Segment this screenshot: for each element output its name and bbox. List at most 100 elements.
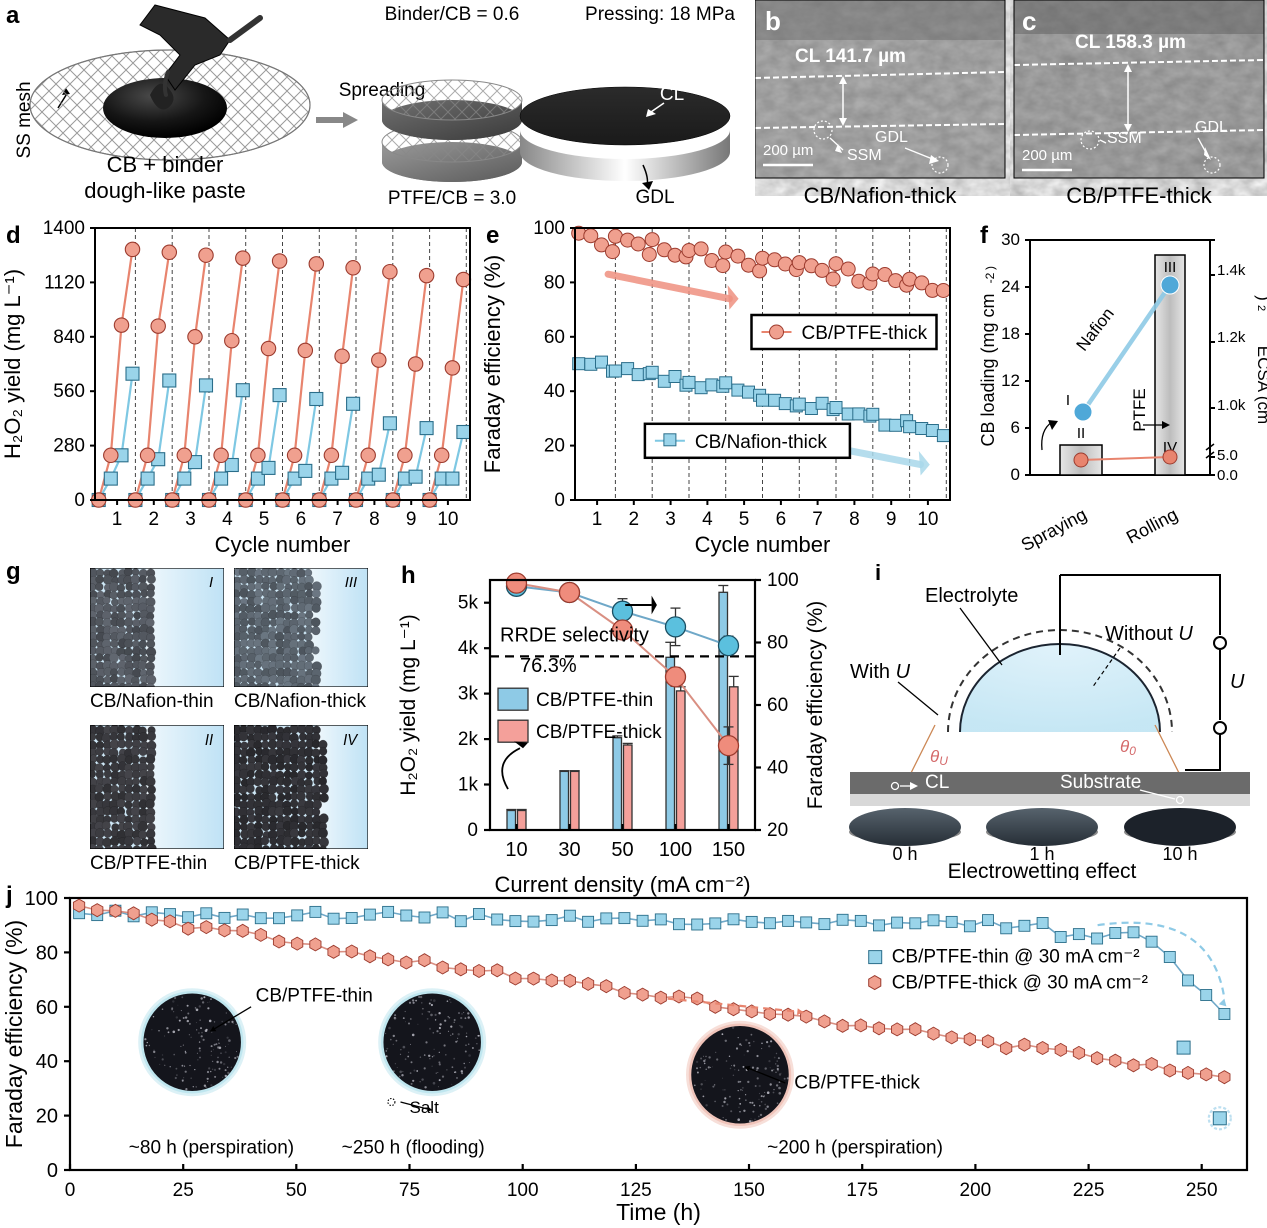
svg-text:280: 280 [53, 436, 85, 457]
svg-text:-2: -2 [983, 272, 997, 283]
svg-text:1400: 1400 [43, 220, 85, 239]
svg-text:1k: 1k [458, 775, 479, 796]
svg-text:IV: IV [343, 731, 359, 748]
svg-text:H₂O₂ yield (mg L⁻¹): H₂O₂ yield (mg L⁻¹) [0, 269, 25, 459]
svg-text:200: 200 [960, 1180, 992, 1201]
svg-text:6: 6 [776, 509, 787, 530]
svg-text:c: c [1022, 6, 1036, 36]
svg-text:10: 10 [917, 509, 938, 530]
svg-text:Salt: Salt [410, 1098, 440, 1117]
svg-text:0: 0 [467, 820, 478, 841]
svg-text:CB/PTFE-thick: CB/PTFE-thick [1066, 183, 1212, 208]
svg-text:Electrowetting effect: Electrowetting effect [948, 860, 1137, 880]
svg-text:5: 5 [259, 509, 270, 530]
svg-text:CB/PTFE-thin: CB/PTFE-thin [536, 690, 653, 711]
svg-text:100: 100 [25, 888, 58, 910]
svg-text:I: I [209, 574, 213, 591]
svg-text:4k: 4k [458, 638, 479, 659]
svg-text:7: 7 [812, 509, 823, 530]
svg-text:5k: 5k [458, 593, 479, 614]
svg-text:1: 1 [112, 509, 123, 530]
svg-text:76.3%: 76.3% [520, 655, 577, 677]
svg-text:50: 50 [286, 1180, 307, 1201]
svg-text:0.0: 0.0 [1217, 467, 1238, 484]
svg-text:1.4k: 1.4k [1217, 262, 1246, 279]
svg-text:): ) [1254, 295, 1267, 301]
svg-text:2: 2 [629, 509, 640, 530]
svg-text:1.0k: 1.0k [1217, 397, 1246, 414]
svg-text:30: 30 [558, 839, 580, 861]
svg-text:CL: CL [925, 772, 949, 793]
svg-text:SSM: SSM [847, 147, 882, 164]
svg-text:With U: With U [850, 661, 911, 683]
svg-text:Faraday efficiency (%): Faraday efficiency (%) [1, 920, 27, 1148]
svg-text:GDL: GDL [875, 129, 908, 146]
svg-text:0: 0 [65, 1180, 76, 1201]
svg-text:10 h: 10 h [1162, 844, 1197, 864]
svg-text:Cycle number: Cycle number [695, 532, 831, 557]
svg-text:3k: 3k [458, 684, 479, 705]
svg-text:5.0: 5.0 [1217, 447, 1238, 464]
svg-text:5: 5 [739, 509, 750, 530]
svg-text:CB/Nafion-thick: CB/Nafion-thick [695, 432, 827, 453]
svg-text:2k: 2k [458, 729, 479, 750]
svg-text:1120: 1120 [44, 272, 85, 293]
svg-text:0: 0 [74, 490, 85, 511]
svg-text:PTFE/CB = 3.0: PTFE/CB = 3.0 [388, 188, 516, 209]
svg-text:II: II [205, 731, 214, 748]
svg-text:50: 50 [611, 839, 633, 861]
svg-text:GDL: GDL [635, 187, 674, 208]
svg-text:75: 75 [399, 1180, 420, 1201]
svg-text:10: 10 [437, 509, 458, 530]
svg-text:~80 h (perspiration): ~80 h (perspiration) [129, 1138, 294, 1159]
svg-text:60: 60 [767, 695, 788, 716]
svg-text:60: 60 [36, 997, 58, 1019]
svg-text:20: 20 [767, 820, 788, 841]
svg-text:b: b [765, 6, 781, 36]
svg-text:9: 9 [886, 509, 897, 530]
svg-text:40: 40 [36, 1051, 58, 1073]
svg-text:Faraday efficiency (%): Faraday efficiency (%) [480, 255, 505, 473]
svg-text:III: III [1164, 259, 1177, 276]
svg-text:Faraday efficiency (%): Faraday efficiency (%) [804, 601, 827, 810]
svg-text:60: 60 [544, 327, 565, 348]
svg-text:θU: θU [930, 747, 948, 768]
svg-text:2: 2 [1255, 305, 1267, 311]
svg-text:I: I [1066, 392, 1070, 409]
svg-text:100: 100 [533, 220, 565, 239]
svg-text:RRDE selectivity: RRDE selectivity [500, 624, 649, 646]
svg-text:dough-like paste: dough-like paste [84, 178, 245, 203]
svg-text:9: 9 [406, 509, 417, 530]
svg-text:CB/Nafion-thick: CB/Nafion-thick [804, 183, 958, 208]
svg-text:25: 25 [173, 1180, 194, 1201]
svg-text:CL 158.3 µm: CL 158.3 µm [1075, 32, 1186, 53]
svg-text:H₂O₂ yield (mg L⁻¹): H₂O₂ yield (mg L⁻¹) [397, 614, 420, 795]
svg-text:3: 3 [185, 509, 196, 530]
svg-text:Spraying: Spraying [1018, 504, 1090, 555]
svg-text:80: 80 [767, 633, 788, 654]
svg-text:840: 840 [53, 327, 85, 348]
svg-text:24: 24 [1001, 277, 1020, 296]
svg-text:CB/PTFE-thick: CB/PTFE-thick [794, 1072, 920, 1093]
svg-text:40: 40 [544, 381, 565, 402]
svg-text:0: 0 [47, 1160, 58, 1182]
svg-text:SS mesh: SS mesh [14, 81, 35, 158]
svg-text:20: 20 [544, 436, 565, 457]
svg-text:2: 2 [149, 509, 160, 530]
svg-text:80: 80 [36, 942, 58, 964]
svg-text:30: 30 [1001, 230, 1020, 249]
svg-text:1: 1 [592, 509, 603, 530]
svg-text:CB/PTFE-thick @ 30 mA cm⁻²: CB/PTFE-thick @ 30 mA cm⁻² [892, 973, 1148, 994]
svg-text:18: 18 [1001, 324, 1020, 343]
svg-text:200 µm: 200 µm [763, 142, 813, 159]
svg-text:Substrate: Substrate [1060, 772, 1141, 793]
svg-text:): ) [983, 266, 997, 270]
svg-text:Pressing: 18 MPa: Pressing: 18 MPa [585, 4, 735, 25]
svg-text:III: III [345, 574, 357, 591]
svg-text:Without U: Without U [1105, 623, 1193, 645]
svg-text:12: 12 [1001, 371, 1020, 390]
svg-text:40: 40 [767, 758, 788, 779]
svg-text:CB/PTFE-thick: CB/PTFE-thick [536, 722, 662, 743]
svg-text:CB + binder: CB + binder [107, 152, 224, 177]
svg-text:10: 10 [505, 839, 527, 861]
